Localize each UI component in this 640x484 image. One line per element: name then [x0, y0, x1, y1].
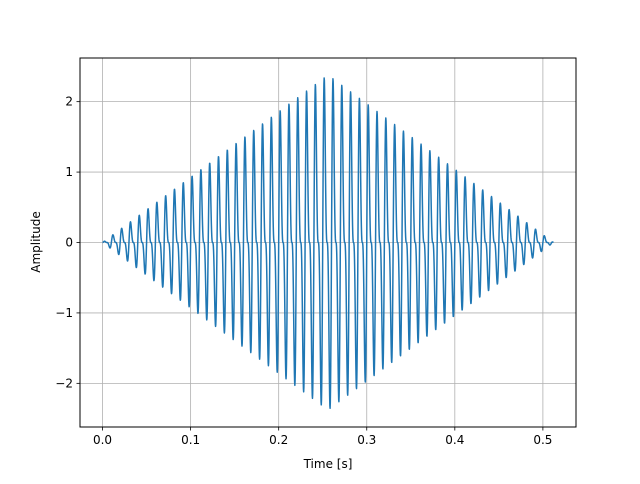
- x-axis-label: Time [s]: [303, 457, 353, 471]
- x-tick-label: 0.1: [181, 433, 200, 447]
- signal-line: [102, 77, 554, 410]
- x-tick-label: 0.2: [269, 433, 288, 447]
- y-tick-label: 0: [65, 236, 73, 250]
- x-tick-label: 0.5: [533, 433, 552, 447]
- x-tick-label: 0.0: [93, 433, 112, 447]
- x-tick-label: 0.4: [445, 433, 464, 447]
- data-layer: [102, 77, 554, 410]
- x-tick-label: 0.3: [357, 433, 376, 447]
- y-tick-label: −1: [55, 306, 73, 320]
- y-axis-ticks: −2 −1 0 1 2: [55, 95, 80, 390]
- y-tick-label: 1: [65, 165, 73, 179]
- y-tick-label: −2: [55, 376, 73, 390]
- x-axis-ticks: 0.0 0.1 0.2 0.3 0.4 0.5: [93, 427, 552, 447]
- y-tick-label: 2: [65, 95, 73, 109]
- y-axis-label: Amplitude: [29, 211, 43, 273]
